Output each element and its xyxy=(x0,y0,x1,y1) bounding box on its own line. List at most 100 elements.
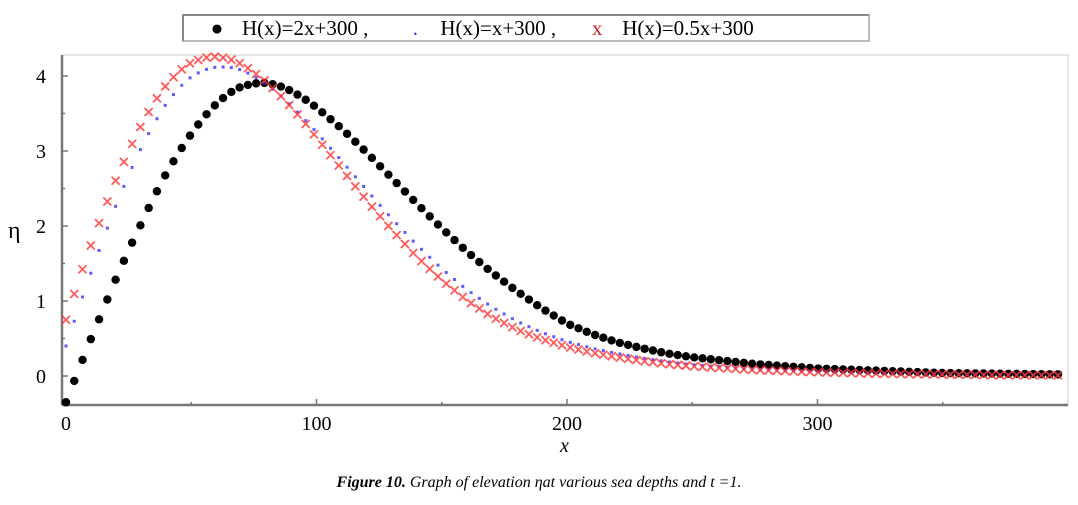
data-point xyxy=(565,342,575,353)
data-point xyxy=(590,330,600,340)
data-point xyxy=(755,365,766,375)
data-point xyxy=(284,100,294,110)
data-point xyxy=(631,355,642,365)
data-point xyxy=(689,361,699,372)
data-point xyxy=(560,338,564,342)
data-point xyxy=(482,309,493,319)
data-point xyxy=(582,346,592,357)
data-point xyxy=(111,275,120,284)
data-point xyxy=(797,367,807,377)
data-point xyxy=(177,143,186,153)
data-point xyxy=(519,321,523,325)
data-point xyxy=(163,103,167,107)
data-point xyxy=(1020,370,1030,380)
data-point xyxy=(329,146,333,150)
x-tick-label: 300 xyxy=(803,413,833,435)
data-point xyxy=(86,240,96,251)
data-point xyxy=(651,358,655,362)
data-point xyxy=(643,356,647,360)
data-point xyxy=(428,255,432,259)
data-point xyxy=(144,107,154,117)
data-point xyxy=(367,202,377,212)
data-point xyxy=(400,239,410,249)
data-point xyxy=(119,256,129,266)
caption-text: Graph of elevation ηat various sea depth… xyxy=(405,474,742,491)
data-point xyxy=(408,195,418,205)
data-point xyxy=(524,295,534,304)
data-point xyxy=(475,257,484,267)
data-point xyxy=(318,108,327,117)
data-point xyxy=(995,370,1005,380)
data-point xyxy=(527,325,531,329)
data-point xyxy=(276,91,286,101)
data-point xyxy=(419,247,423,251)
series-dot xyxy=(61,78,1063,407)
data-point xyxy=(499,277,509,286)
data-point xyxy=(213,65,217,69)
data-point xyxy=(634,355,638,359)
data-point xyxy=(114,204,118,208)
data-point xyxy=(1036,370,1047,380)
data-point xyxy=(838,368,848,378)
data-point xyxy=(441,279,451,289)
data-point xyxy=(202,110,211,119)
y-tick-label: 1 xyxy=(36,291,46,313)
data-point xyxy=(681,352,691,361)
data-point xyxy=(229,66,233,70)
figure-caption: Figure 10. Graph of elevation ηat variou… xyxy=(0,474,1078,492)
data-point xyxy=(549,311,558,320)
data-point xyxy=(723,356,732,366)
data-point xyxy=(516,326,526,336)
data-point xyxy=(262,81,266,85)
data-point xyxy=(201,53,212,63)
data-point xyxy=(599,333,608,342)
legend-point-marker: . xyxy=(412,15,418,40)
data-point xyxy=(416,256,427,266)
data-point xyxy=(86,334,95,344)
data-point xyxy=(1045,370,1055,380)
data-point xyxy=(89,271,93,275)
data-point xyxy=(449,285,460,295)
data-point xyxy=(987,370,997,380)
data-point xyxy=(246,71,250,75)
data-point xyxy=(193,55,203,65)
data-point xyxy=(342,129,352,138)
data-point xyxy=(144,203,153,213)
data-point xyxy=(557,316,567,325)
data-point xyxy=(739,358,749,368)
data-point xyxy=(962,370,972,380)
data-point xyxy=(234,58,245,68)
data-point xyxy=(929,369,939,380)
data-point xyxy=(218,93,228,103)
data-point xyxy=(970,370,980,380)
data-point xyxy=(238,68,242,72)
data-point xyxy=(896,367,906,376)
data-point xyxy=(205,67,209,71)
data-point xyxy=(155,117,159,121)
data-point xyxy=(309,101,319,110)
data-point xyxy=(1012,370,1022,380)
data-point xyxy=(226,55,236,65)
data-point xyxy=(97,248,101,252)
data-point xyxy=(243,80,253,90)
data-point xyxy=(433,220,443,229)
data-point xyxy=(375,162,385,171)
data-point xyxy=(210,101,219,110)
data-point xyxy=(168,72,179,82)
data-point xyxy=(185,131,195,140)
legend-label: H(x)=2x+300 , xyxy=(242,15,369,40)
data-point xyxy=(136,221,145,230)
data-point xyxy=(747,365,757,375)
data-point xyxy=(251,79,261,88)
data-point xyxy=(458,292,468,302)
data-point xyxy=(78,355,87,365)
legend-item: ● H(x)=2x+300 , xyxy=(206,15,369,41)
data-point xyxy=(954,370,964,380)
data-point xyxy=(747,359,757,368)
data-point xyxy=(469,291,473,295)
data-point xyxy=(351,137,360,146)
data-point xyxy=(491,314,501,324)
data-point xyxy=(81,295,85,299)
y-axis-label: η xyxy=(8,218,21,244)
data-point xyxy=(640,344,649,353)
